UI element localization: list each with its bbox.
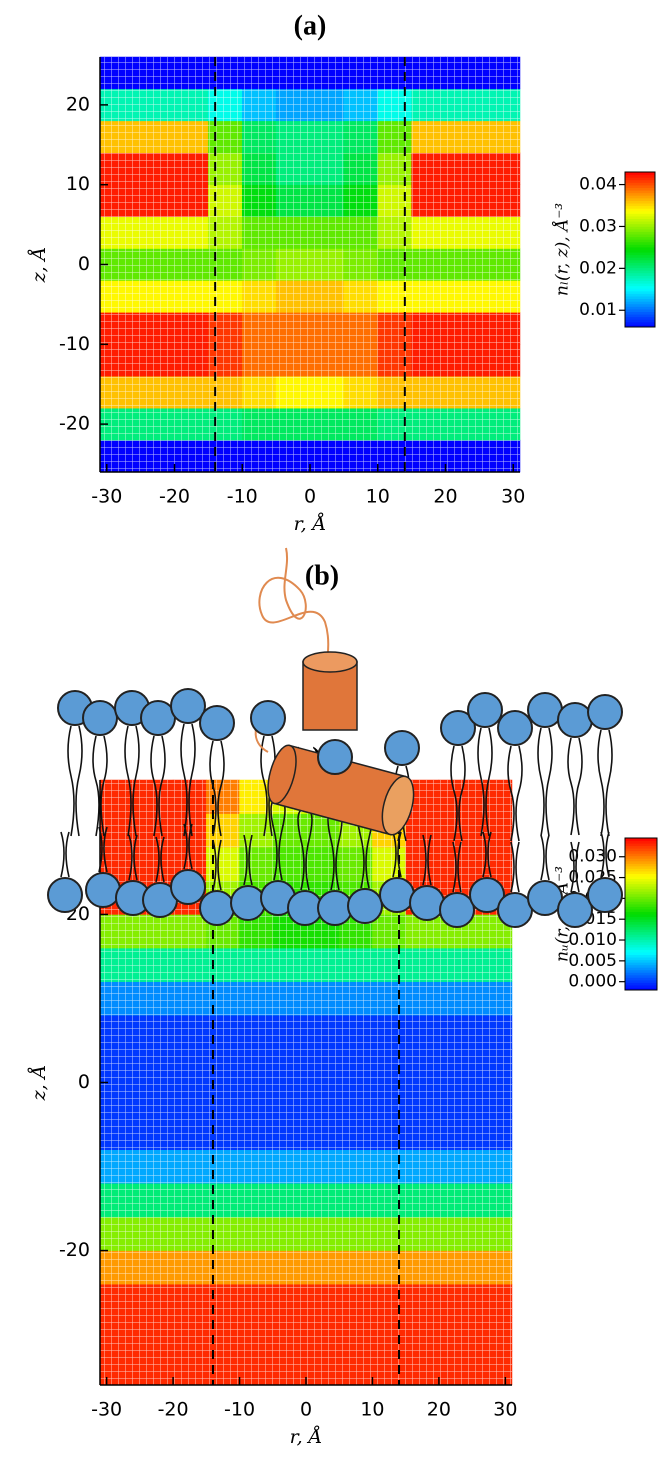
colorbar-tick-label: 0.02 [579,258,617,278]
protein-helix-end [303,652,357,672]
colorbar-tick-label: 0.01 [579,300,617,320]
x-tick-label: 0 [300,1399,312,1421]
y-tick-label: -20 [59,413,90,435]
colorbar-label: nₗ(r, z), Å⁻³ [552,203,573,296]
figure: (a) -30 -20 -10 0 10 20 30 -20 -10 0 10 20 r, Å z, Å 0.… [0,0,672,1475]
x-tick-label: -10 [227,486,258,508]
x-tick-label: -30 [91,486,122,508]
colorbar-tick-label: 0.010 [568,930,617,950]
y-tick-label: -10 [59,333,90,355]
y-tick-label: 10 [66,173,90,195]
y-tick-label: -20 [59,1239,90,1261]
y-tick-label: 20 [66,93,90,115]
y-tick-label: 0 [78,253,90,275]
x-tick-label: 10 [360,1399,384,1421]
x-tick-label: -20 [159,486,190,508]
y-axis-label: z, Å [28,247,50,284]
x-tick-label: 0 [304,486,316,508]
x-tick-label: 10 [366,486,390,508]
colorbar-tick-label: 0.000 [568,972,617,992]
x-tick-label: -20 [158,1399,189,1421]
x-axis-label: r, Å [290,1426,323,1448]
cell-grid [100,57,520,472]
x-tick-label: -10 [224,1399,255,1421]
x-tick-label: 20 [427,1399,451,1421]
x-tick-label: 30 [493,1399,517,1421]
x-tick-label: 20 [433,486,457,508]
chart-title: (a) [294,10,327,41]
colorbar-tick-label: 0.04 [579,175,617,195]
diagram-title: (b) [305,560,339,591]
y-tick-label: 0 [78,1071,90,1093]
x-tick-label: -30 [91,1399,122,1421]
y-axis-label: z, Å [28,1065,50,1102]
x-tick-label: 30 [501,486,525,508]
colorbar-tick-label: 0.03 [579,216,617,236]
x-axis-label: r, Å [294,513,327,535]
colorbar-tick-label: 0.005 [568,951,617,971]
